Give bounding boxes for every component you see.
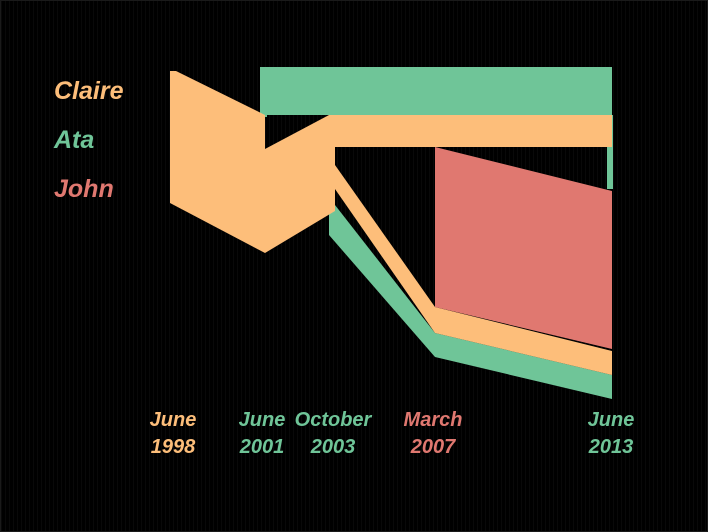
event-year: 2013 — [588, 436, 634, 458]
legend-john: John — [54, 175, 114, 203]
event-date-june-2001: June 2001 — [207, 407, 317, 461]
event-date-june-1998: June 1998 — [118, 407, 228, 461]
legend-claire: Claire — [54, 77, 124, 105]
event-date-october-2003: October 2003 — [278, 407, 388, 461]
event-month: March — [403, 409, 463, 431]
event-date-march-2007: March 2007 — [378, 407, 488, 461]
ata-band-top — [260, 67, 612, 115]
claire-band-lower — [335, 165, 612, 375]
event-month: October — [294, 409, 372, 431]
ata-band-right-tick — [607, 115, 613, 189]
event-year: 2003 — [310, 436, 356, 458]
event-month: June — [238, 409, 286, 431]
john-band — [435, 147, 612, 349]
event-month: June — [149, 409, 197, 431]
event-year: 2001 — [239, 436, 285, 458]
ata-band-lower — [329, 205, 612, 399]
event-date-june-2013: June 2013 — [556, 407, 666, 461]
event-year: 1998 — [150, 436, 196, 458]
claire-band-main — [170, 71, 612, 253]
event-year: 2007 — [410, 436, 456, 458]
legend-ata: Ata — [54, 126, 95, 154]
event-month: June — [587, 409, 635, 431]
ata-band-2001-tick — [260, 67, 267, 117]
